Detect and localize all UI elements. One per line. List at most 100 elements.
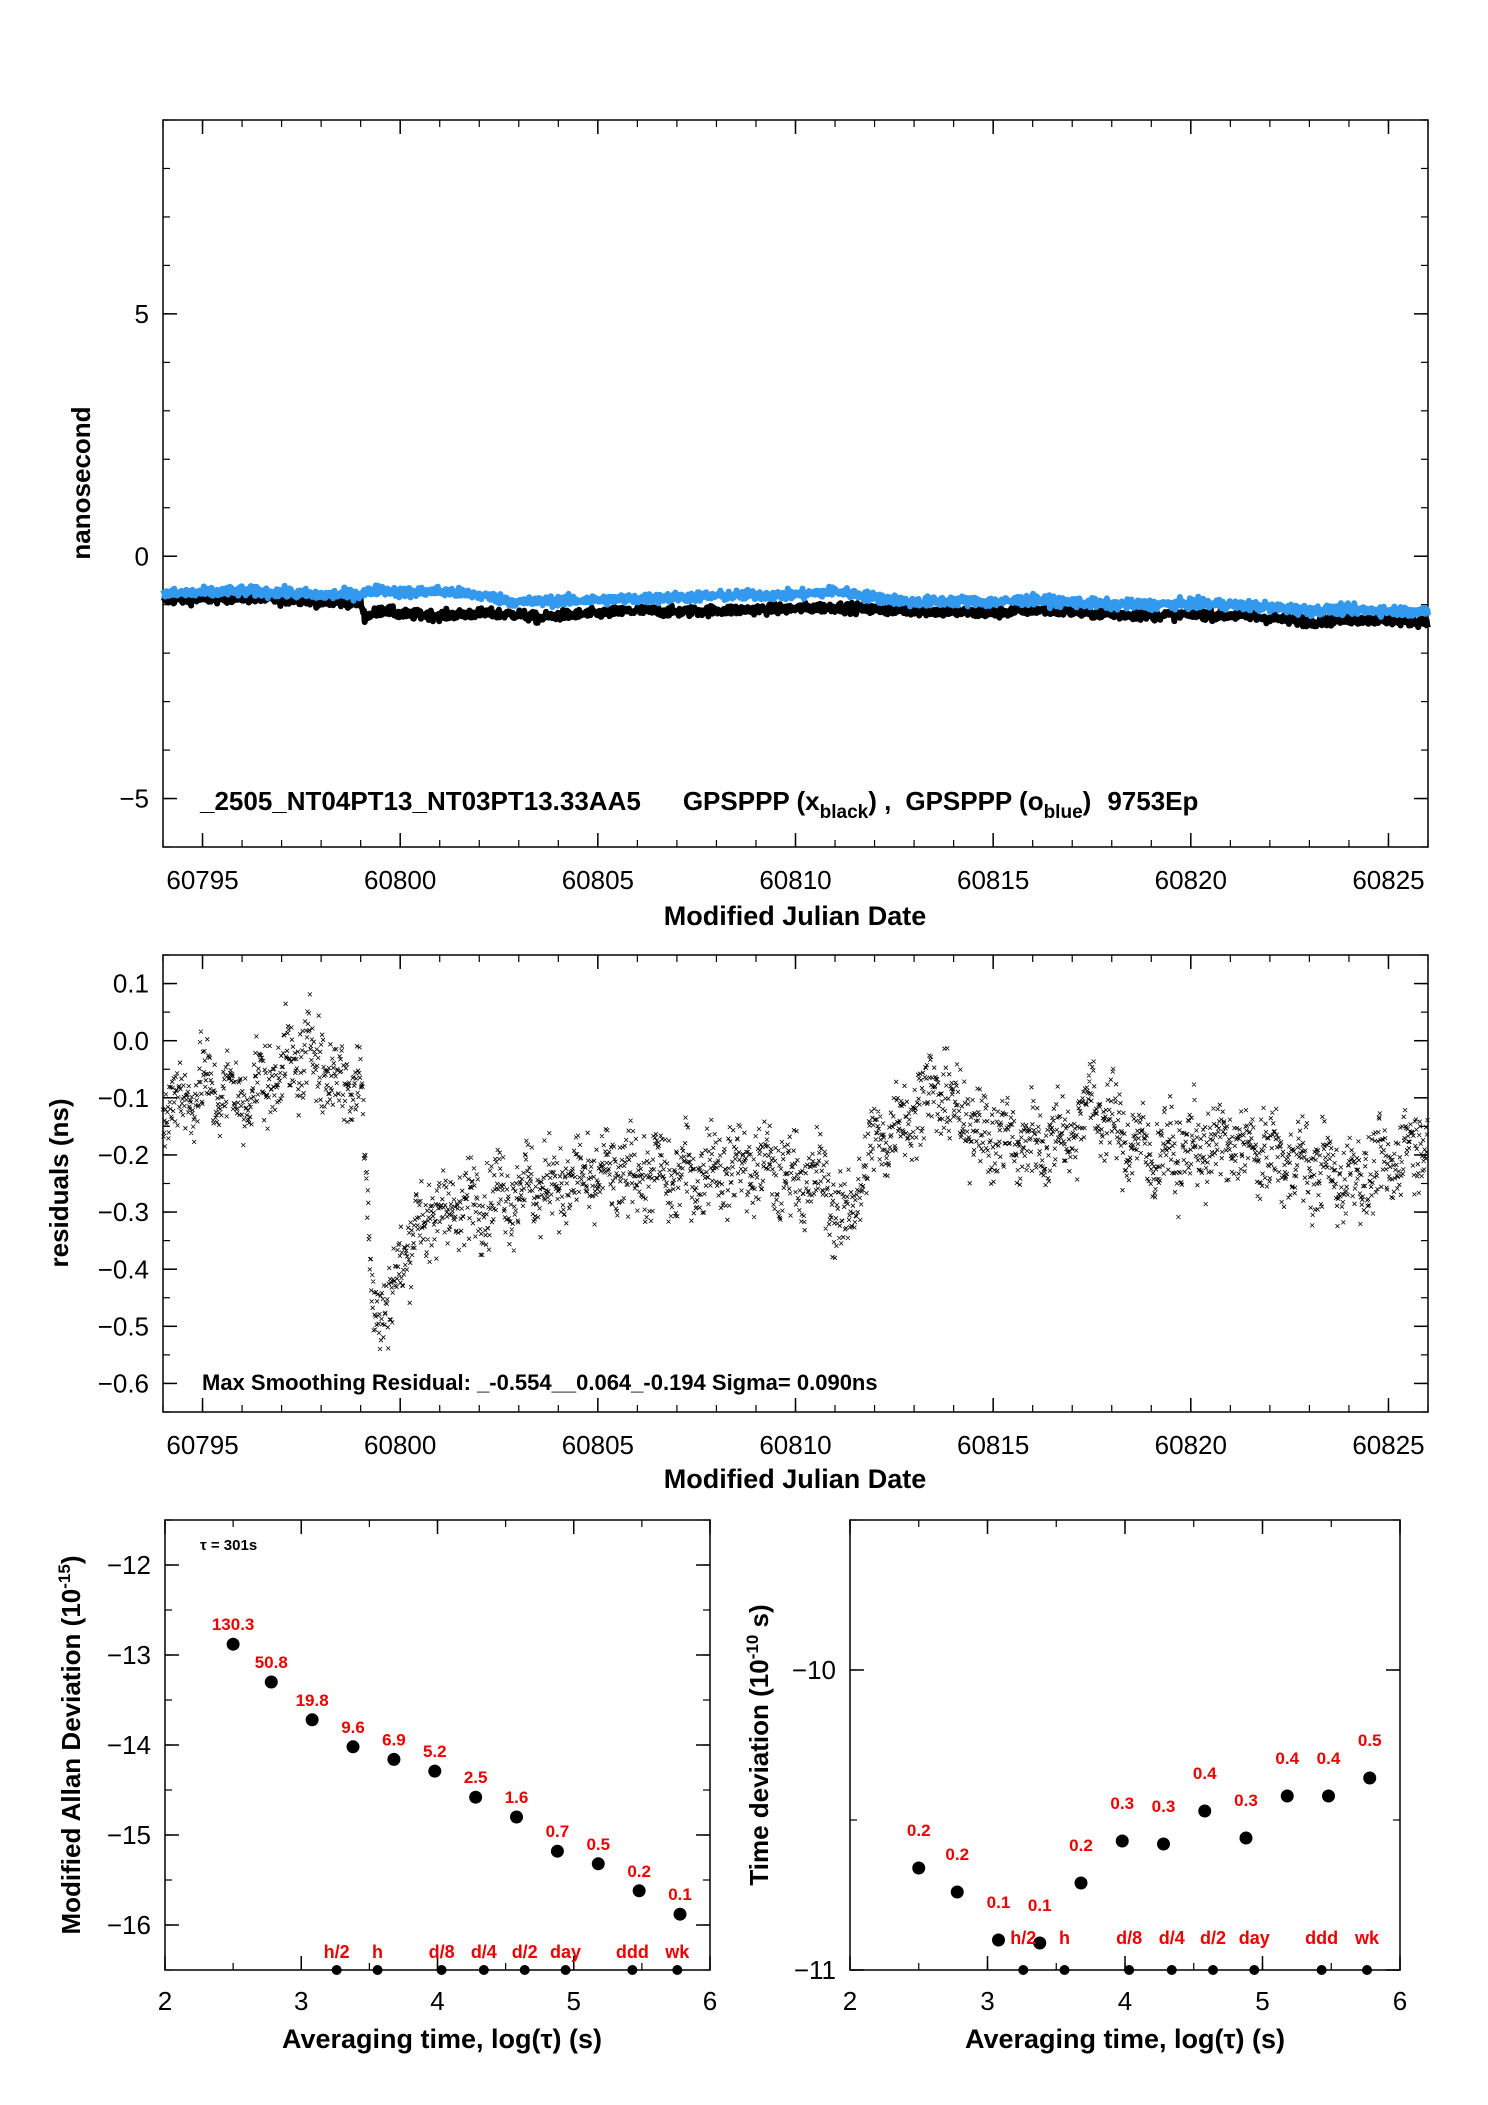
panel-time-deviation-x-label: Averaging time, log(τ) (s) — [965, 2024, 1285, 2054]
x-tick-label: 3 — [980, 1986, 994, 2016]
time-marker-label: d/8 — [429, 1942, 455, 1962]
data-point — [912, 1861, 926, 1875]
data-point — [950, 1885, 964, 1899]
panel-allan-points: 130.350.8 19.8 9.6 6.9 5.2 2.5 1.6 0.7 0.5 0.2 0.1 — [212, 1615, 692, 1921]
y-tick-label: −0.6 — [98, 1369, 149, 1399]
x-tick-label: 4 — [430, 1986, 444, 2016]
x-tick-label: 60810 — [759, 865, 831, 895]
y-tick-label: −14 — [107, 1730, 151, 1760]
data-point — [591, 1857, 605, 1871]
panel-residuals-frame — [162, 954, 1429, 1413]
time-marker-label: h/2 — [324, 1942, 350, 1962]
data-point-label: 50.8 — [255, 1653, 288, 1672]
time-marker-dot — [372, 1965, 383, 1975]
y-tick-label: −0.5 — [98, 1311, 149, 1341]
data-point — [510, 1810, 524, 1824]
panel-residuals-y-label: residuals (ns) — [44, 1098, 74, 1267]
data-point — [1157, 1837, 1170, 1851]
data-point — [346, 1740, 360, 1754]
panel-residuals-points — [160, 992, 1430, 1352]
panel-allan-x-label: Averaging time, log(τ) (s) — [282, 2024, 602, 2054]
data-point — [1322, 1789, 1335, 1803]
panel-phase: 60795 60800 60805 60810 60815 60820 60825 −5 0 5… — [66, 119, 1431, 931]
panel-allan-y-ticks: −12 −13 −14 −15 −16 — [107, 1519, 710, 1971]
time-marker-label: h/2 — [1010, 1928, 1036, 1948]
y-tick-label: 0 — [135, 541, 149, 571]
panel-residuals-annotation: Max Smoothing Residual: _-0.554__0.064_-… — [202, 1370, 878, 1395]
y-tick-label: −10 — [792, 1655, 836, 1685]
time-marker-label: d/2 — [512, 1942, 538, 1962]
y-tick-label: −0.3 — [98, 1197, 149, 1227]
x-tick-label: 60825 — [1352, 865, 1424, 895]
annotation-prefix: _2505_NT04PT13_NT03PT13.33AA5 — [199, 786, 641, 816]
panel-allan-tau-label: τ = 301s — [200, 1537, 257, 1554]
y-tick-label: 5 — [135, 299, 149, 329]
data-point-label: 5.2 — [423, 1742, 447, 1761]
x-tick-label: 60805 — [562, 865, 634, 895]
data-point-label: 0.4 — [1193, 1764, 1217, 1783]
time-marker-label: h — [1059, 1928, 1070, 1948]
panel-allan-time-markers: h/2 h d/8 d/4 d/2 day ddd wk — [324, 1942, 690, 1975]
data-point — [673, 1907, 687, 1921]
time-marker-label: h — [372, 1942, 383, 1962]
annotation-series-1-end: ) , — [868, 786, 891, 816]
data-point — [1033, 1936, 1047, 1950]
data-point-label: 0.7 — [546, 1822, 570, 1841]
y-tick-label: −0.1 — [98, 1083, 149, 1113]
panel-time-deviation-time-markers: h/2 h d/8 d/4 d/2 day ddd wk — [1010, 1928, 1380, 1975]
y-tick-label: −16 — [107, 1910, 151, 1940]
panel-phase-x-ticks: 60795 60800 60805 60810 60815 60820 60825 — [162, 120, 1429, 895]
x-tick-label: 60825 — [1352, 1430, 1424, 1460]
data-point-label: 0.3 — [1152, 1797, 1176, 1816]
residual-cross-markers — [160, 992, 1430, 1352]
series-black-line — [160, 589, 1431, 631]
data-point-label: 0.2 — [627, 1862, 651, 1881]
panel-residuals: 60795 60800 60805 60810 60815 60820 60825 0.10… — [44, 954, 1430, 1494]
annotation-suffix: 9753Ep — [1107, 786, 1198, 816]
y-tick-label: −11 — [794, 1955, 836, 1985]
data-point-label: 0.2 — [945, 1845, 969, 1864]
panel-time-deviation-y-ticks: −10 −11 — [792, 1519, 1400, 1985]
x-tick-label: 60805 — [562, 1430, 634, 1460]
time-marker-dot — [478, 1965, 489, 1975]
y-tick-label: −0.4 — [98, 1254, 149, 1284]
panel-phase-x-label: Modified Julian Date — [664, 901, 927, 931]
data-point — [1074, 1876, 1088, 1890]
data-point — [1198, 1804, 1212, 1818]
x-tick-label: 5 — [567, 1986, 581, 2016]
x-tick-label: 60820 — [1155, 1430, 1227, 1460]
x-tick-label: 60815 — [957, 1430, 1029, 1460]
panel-residuals-x-label: Modified Julian Date — [664, 1464, 927, 1494]
time-marker-label: wk — [664, 1942, 690, 1962]
data-point — [305, 1713, 319, 1727]
panel-time-deviation-x-ticks: 2 3 4 5 6 — [843, 1520, 1407, 2016]
panel-time-deviation-y-label: Time deviation (10-10 s) — [743, 1604, 774, 1885]
time-marker-label: ddd — [616, 1942, 649, 1962]
data-point-label: 6.9 — [382, 1730, 406, 1749]
time-marker-dot — [436, 1965, 447, 1975]
x-tick-label: 6 — [1393, 1986, 1407, 2016]
data-point-label: 9.6 — [341, 1718, 365, 1737]
y-tick-label: −0.2 — [98, 1140, 149, 1170]
data-point — [264, 1675, 278, 1689]
data-point-label: 130.3 — [212, 1615, 255, 1634]
annotation-series-2-sub: blue — [1044, 802, 1083, 823]
annotation-series-2-end: ) — [1083, 786, 1092, 816]
data-point — [469, 1790, 483, 1804]
x-tick-label: 60800 — [364, 865, 436, 895]
panel-time-deviation-frame — [849, 1519, 1401, 1971]
x-tick-label: 6 — [703, 1986, 717, 2016]
panel-residuals-x-ticks: 60795 60800 60805 60810 60815 60820 60825 — [162, 955, 1429, 1460]
time-marker-dot — [519, 1965, 530, 1975]
annotation-series-1-sub: black — [820, 802, 869, 823]
time-marker-dot — [1018, 1965, 1029, 1975]
time-marker-label: day — [550, 1942, 581, 1962]
time-marker-dot — [1124, 1965, 1135, 1975]
data-point-label: 0.2 — [907, 1821, 931, 1840]
time-marker-dot — [672, 1965, 683, 1975]
time-marker-label: d/8 — [1116, 1928, 1142, 1948]
data-point-label: 0.1 — [1028, 1896, 1052, 1915]
panel-time-deviation: 2 3 4 5 6 −10 −11 0.2 0.2 0.1 0.1 0.2 0.3 0.3 0.4 0.3… — [743, 1519, 1407, 2054]
y-tick-label: −12 — [107, 1550, 151, 1580]
